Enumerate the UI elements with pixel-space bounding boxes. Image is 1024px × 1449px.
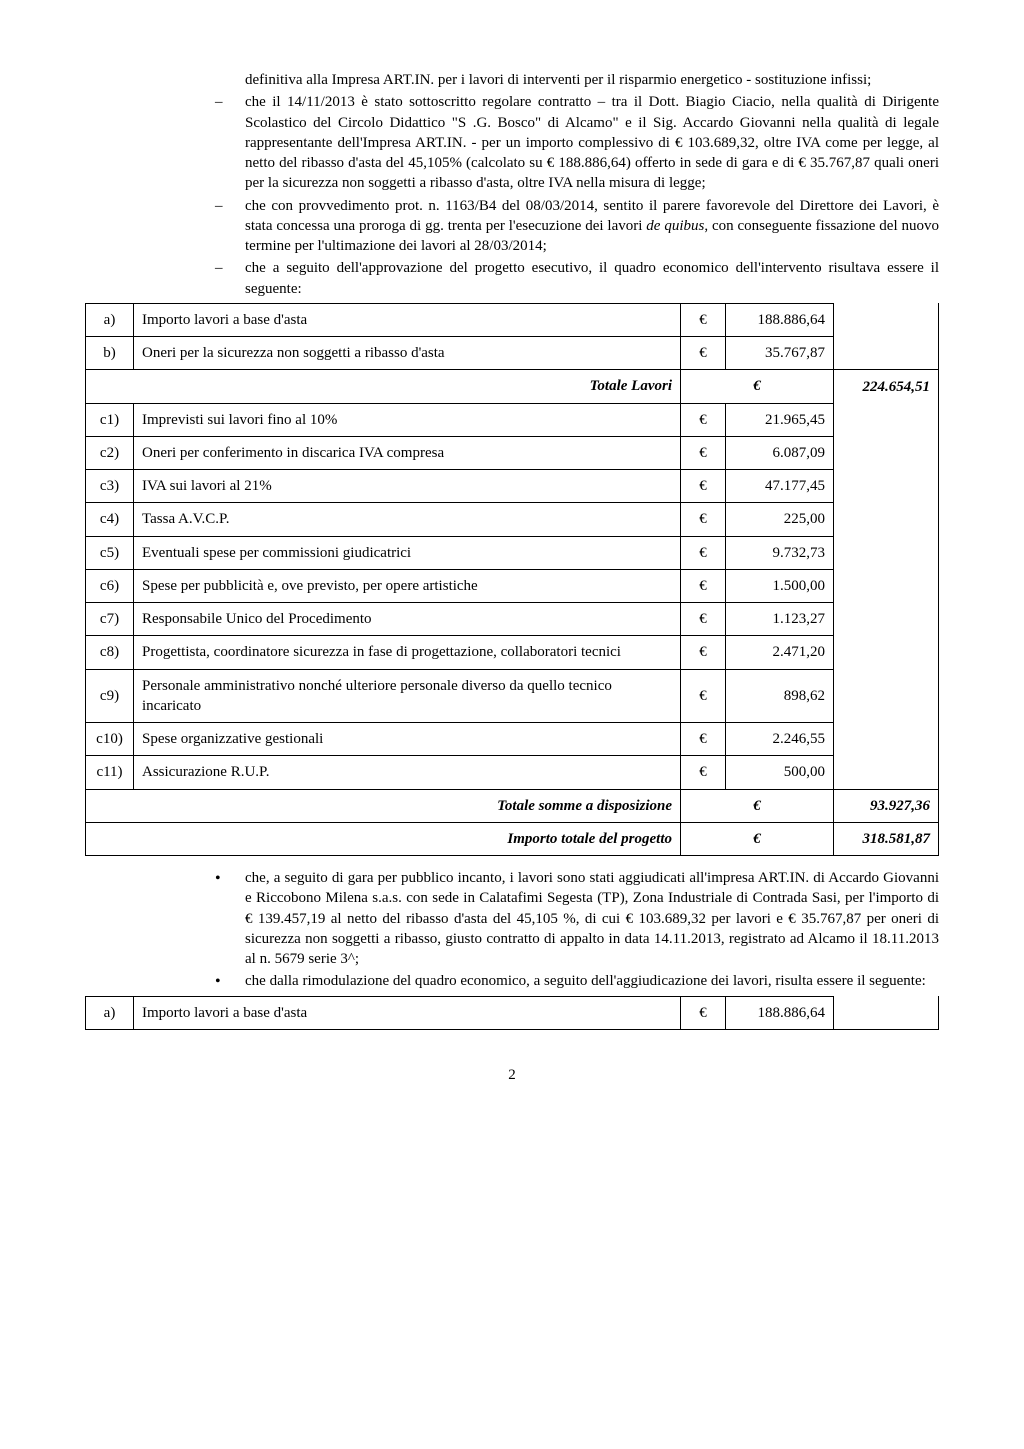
totale-progetto-row: Importo totale del progetto € 318.581,87 [86,822,939,855]
intro-line-0: definitiva alla Impresa ART.IN. per i la… [215,70,939,90]
row-desc: Imprevisti sui lavori fino al 10% [134,403,681,436]
table-row: c7)Responsabile Unico del Procedimento€1… [86,603,939,636]
row-cur: € [681,603,726,636]
row-amt: 2.246,55 [726,723,834,756]
table-row: c2)Oneri per conferimento in discarica I… [86,436,939,469]
row-key: c10) [86,723,134,756]
row-desc: Assicurazione R.U.P. [134,756,681,789]
tot-label: Totale Lavori [86,370,681,403]
table-row: a) Importo lavori a base d'asta € 188.88… [86,996,939,1029]
table-row: c3)IVA sui lavori al 21%€47.177,45 [86,470,939,503]
row-key: c9) [86,669,134,723]
row-cur: € [681,337,726,370]
row-desc: Spese organizzative gestionali [134,723,681,756]
table-row: c4)Tassa A.V.C.P.€225,00 [86,503,939,536]
tot-amt: 93.927,36 [834,789,939,822]
row-desc: IVA sui lavori al 21% [134,470,681,503]
row-cur: € [681,723,726,756]
row-key: a) [86,303,134,336]
row-key: a) [86,996,134,1029]
row-amt: 47.177,45 [726,470,834,503]
row-key: c11) [86,756,134,789]
bullet-1: che, a seguito di gara per pubblico inca… [215,868,939,969]
row-desc: Spese per pubblicità e, ove previsto, pe… [134,569,681,602]
totale-somme-row: Totale somme a disposizione € 93.927,36 [86,789,939,822]
quadro-economico-table-1: a) Importo lavori a base d'asta € 188.88… [85,303,939,856]
row-amt: 225,00 [726,503,834,536]
row-desc: Importo lavori a base d'asta [134,996,681,1029]
row-desc: Eventuali spese per commissioni giudicat… [134,536,681,569]
table-row: c11)Assicurazione R.U.P.€500,00 [86,756,939,789]
tot-cur: € [681,370,834,403]
table-row: c6)Spese per pubblicità e, ove previsto,… [86,569,939,602]
row-cur: € [681,436,726,469]
row-amt: 1.500,00 [726,569,834,602]
row-desc: Tassa A.V.C.P. [134,503,681,536]
tot-cur: € [681,789,834,822]
row-key: c5) [86,536,134,569]
totale-lavori-row: Totale Lavori € 224.654,51 [86,370,939,403]
ext-blank [834,996,939,1029]
row-amt: 35.767,87 [726,337,834,370]
table-row: a) Importo lavori a base d'asta € 188.88… [86,303,939,336]
row-key: c6) [86,569,134,602]
ext-blank [834,403,939,789]
tot-amt: 224.654,51 [834,370,939,403]
quadro-economico-table-2: a) Importo lavori a base d'asta € 188.88… [85,996,939,1030]
tot-amt: 318.581,87 [834,822,939,855]
row-amt: 9.732,73 [726,536,834,569]
tot-label: Totale somme a disposizione [86,789,681,822]
table-row: c10)Spese organizzative gestionali€2.246… [86,723,939,756]
row-cur: € [681,636,726,669]
row-cur: € [681,756,726,789]
table-row: c8)Progettista, coordinatore sicurezza i… [86,636,939,669]
row-amt: 6.087,09 [726,436,834,469]
row-desc: Oneri per conferimento in discarica IVA … [134,436,681,469]
intro-paragraphs: definitiva alla Impresa ART.IN. per i la… [85,70,939,299]
row-cur: € [681,536,726,569]
row-cur: € [681,503,726,536]
row-key: c8) [86,636,134,669]
row-desc: Importo lavori a base d'asta [134,303,681,336]
row-amt: 188.886,64 [726,996,834,1029]
row-key: c7) [86,603,134,636]
intro-2b: de quibus [646,218,704,234]
row-key: c4) [86,503,134,536]
bullet-paragraphs: che, a seguito di gara per pubblico inca… [85,868,939,992]
table-row: c1)Imprevisti sui lavori fino al 10%€21.… [86,403,939,436]
tot-cur: € [681,822,834,855]
row-amt: 500,00 [726,756,834,789]
intro-line-3: che a seguito dell'approvazione del prog… [215,258,939,299]
table-row: c5)Eventuali spese per commissioni giudi… [86,536,939,569]
row-desc: Personale amministrativo nonché ulterior… [134,669,681,723]
row-amt: 21.965,45 [726,403,834,436]
row-amt: 188.886,64 [726,303,834,336]
row-key: c2) [86,436,134,469]
bullet-2: che dalla rimodulazione del quadro econo… [215,971,939,991]
intro-line-1: che il 14/11/2013 è stato sottoscritto r… [215,92,939,193]
row-cur: € [681,669,726,723]
row-amt: 2.471,20 [726,636,834,669]
table-row: b) Oneri per la sicurezza non soggetti a… [86,337,939,370]
tot-label: Importo totale del progetto [86,822,681,855]
intro-line-2: che con provvedimento prot. n. 1163/B4 d… [215,196,939,257]
row-cur: € [681,569,726,602]
row-desc: Responsabile Unico del Procedimento [134,603,681,636]
row-key: c3) [86,470,134,503]
ext-blank [834,303,939,370]
row-desc: Progettista, coordinatore sicurezza in f… [134,636,681,669]
row-cur: € [681,403,726,436]
row-amt: 1.123,27 [726,603,834,636]
row-key: b) [86,337,134,370]
row-cur: € [681,470,726,503]
row-amt: 898,62 [726,669,834,723]
row-desc: Oneri per la sicurezza non soggetti a ri… [134,337,681,370]
row-cur: € [681,996,726,1029]
table-row: c9)Personale amministrativo nonché ulter… [86,669,939,723]
row-key: c1) [86,403,134,436]
row-cur: € [681,303,726,336]
page-number: 2 [85,1065,939,1085]
